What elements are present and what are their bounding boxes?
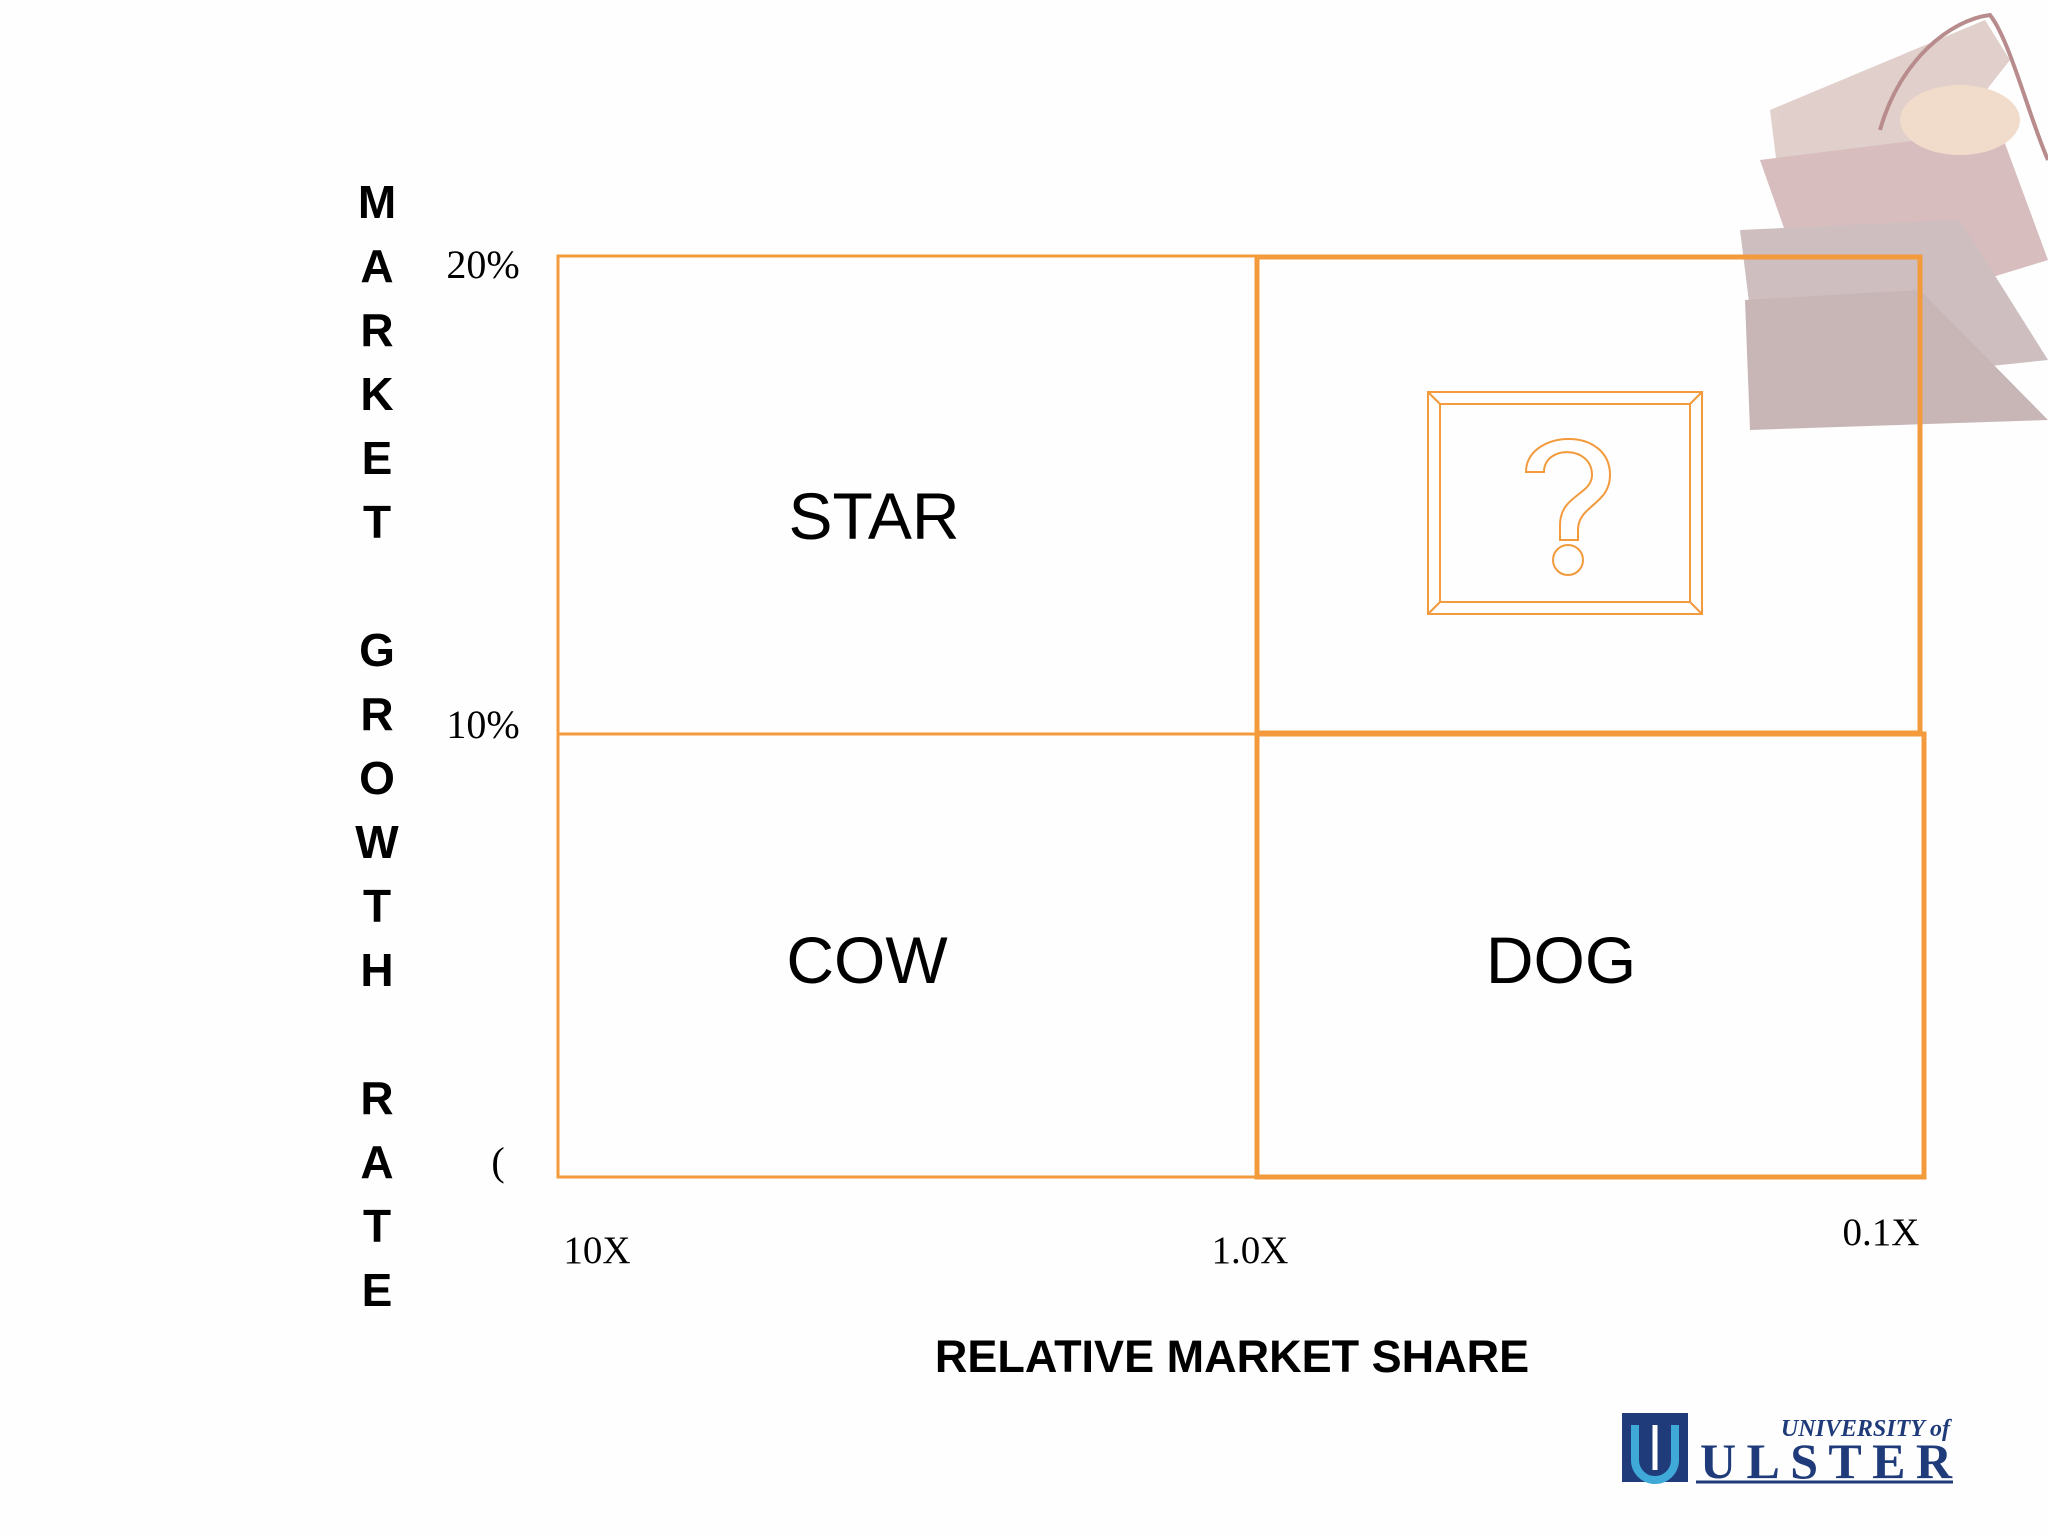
quadrant-box	[1254, 731, 1927, 1180]
y-tick-label: (	[491, 1139, 504, 1184]
x-tick-label: 1.0X	[1212, 1229, 1289, 1272]
logo: UNIVERSITY of ULSTER	[1622, 1413, 1953, 1489]
logo-text: UNIVERSITY of	[1781, 1416, 1952, 1442]
x-axis-label: RELATIVE MARKET SHARE	[935, 1331, 1529, 1382]
x-tick-label: 10X	[563, 1229, 630, 1272]
y-tick-label: 10%	[446, 702, 519, 747]
matrix	[556, 254, 1927, 1180]
quadrant-label: DOG	[1486, 923, 1636, 997]
quadrant-label: STAR	[788, 479, 959, 553]
question-icon	[1427, 391, 1703, 615]
quadrant-label: COW	[786, 923, 948, 997]
decoration	[1740, 12, 2048, 430]
y-tick-label: 20%	[446, 242, 519, 287]
y-axis-label: MARKET GROWTH RATE	[351, 176, 403, 1328]
x-tick-label: 0.1X	[1843, 1211, 1920, 1254]
